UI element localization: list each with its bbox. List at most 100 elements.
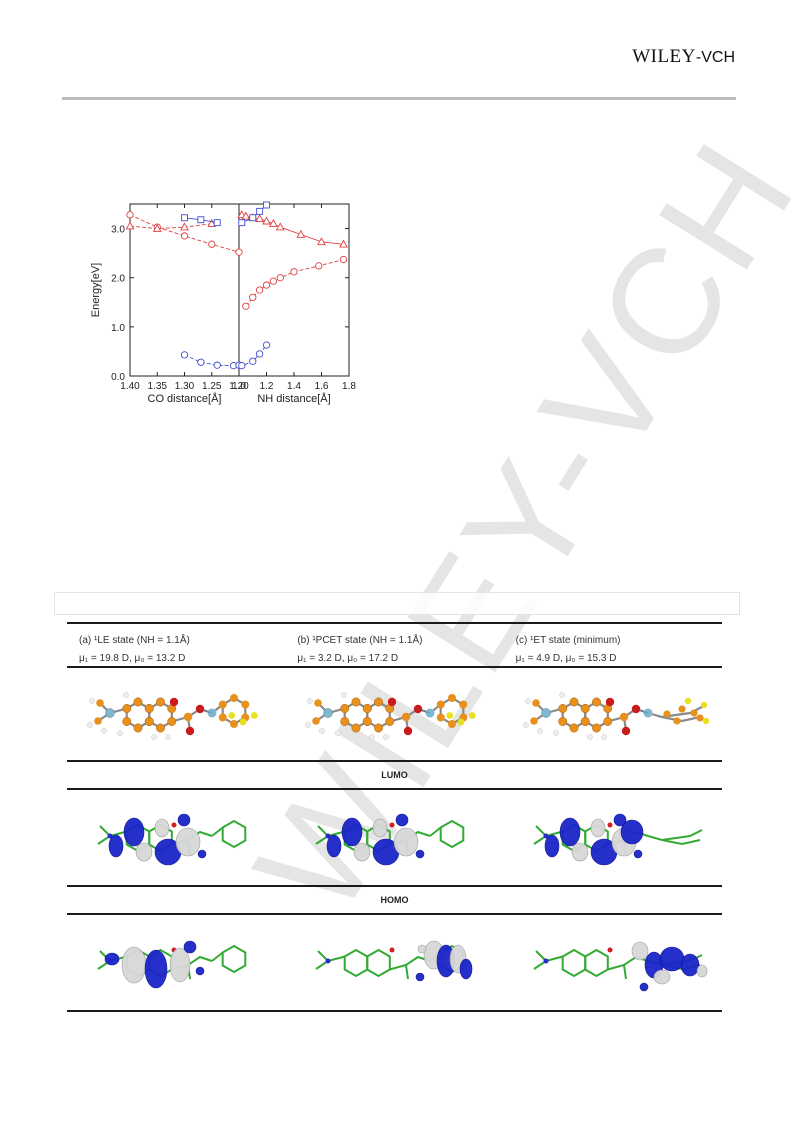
carbon-atom — [144, 717, 154, 726]
table-rule — [67, 666, 722, 668]
amine-bond — [317, 949, 346, 962]
carbon-atom — [230, 694, 238, 702]
co-panel-series-3-line — [184, 354, 234, 367]
nh-panel-point — [241, 211, 251, 220]
y-tick-label: 0.0 — [111, 372, 125, 383]
co-panel-point — [213, 219, 221, 227]
orbital-lobe — [613, 813, 627, 826]
carbon-atom — [459, 700, 468, 709]
caption-box — [54, 592, 740, 615]
carbon-atom — [340, 717, 350, 726]
carbon-atom — [122, 717, 132, 726]
x-tick-label: 1.8 — [342, 381, 356, 392]
nh-panel-point — [262, 281, 271, 289]
hydrogen-atom — [89, 698, 95, 704]
orbital-lobe — [372, 818, 388, 837]
hbond-line — [199, 708, 213, 714]
chain-bond — [389, 955, 431, 970]
carbon-atom — [448, 694, 456, 702]
lumo-a — [67, 790, 285, 885]
orbital-lobe — [590, 818, 606, 837]
state-header-row: (a) ¹LE state (NH = 1.1Å) μ₁ = 19.8 D, μ… — [67, 624, 722, 666]
co-panel-point — [181, 214, 188, 222]
carbon-atom — [144, 704, 154, 713]
nh-panel-point — [339, 239, 348, 248]
orbital-lobe — [620, 819, 644, 844]
carbon-atom — [401, 712, 411, 722]
fluorine-atom — [228, 712, 236, 719]
hydrogen-atom — [369, 734, 375, 740]
orbital-lobe — [154, 818, 170, 837]
x-tick-label: 1.2 — [260, 381, 274, 392]
hydrogen-atom — [87, 722, 93, 728]
nh-panel-point — [317, 237, 326, 246]
carbon-atom — [156, 697, 165, 707]
co-panel-point — [197, 358, 205, 366]
hbond-line — [417, 708, 431, 714]
carbon-atom — [448, 720, 456, 728]
carbon-atom — [532, 699, 540, 707]
molecule-skeleton — [523, 692, 710, 740]
fluorine-atom — [700, 701, 708, 709]
orbital-lobe — [353, 842, 371, 861]
homo-c — [503, 915, 721, 1010]
orbital-lobe — [659, 946, 685, 971]
hydrogen-atom — [117, 730, 123, 736]
fluorine-atom — [457, 718, 465, 726]
ring-bond — [366, 948, 391, 977]
table-rule — [67, 788, 722, 790]
ring-bond — [221, 819, 247, 848]
oxygen-atom — [169, 697, 179, 707]
orbital-lobe — [195, 966, 205, 975]
carbon-atom — [94, 717, 102, 725]
co-panel-point — [126, 211, 134, 219]
state-c-header: (c) ¹ET state (minimum) μ₁ = 4.9 D, μ₀ =… — [504, 632, 722, 666]
hydrogen-atom — [305, 722, 311, 728]
orbital-lobe — [639, 982, 649, 991]
carbon-atom — [230, 720, 238, 728]
nh-panel-point — [269, 218, 278, 227]
co-panel-series-1-line — [129, 223, 212, 230]
carbon-atom — [592, 723, 601, 733]
hydrogen-atom — [383, 734, 389, 740]
co-panel-point — [207, 218, 217, 227]
carbon-atom — [580, 717, 590, 726]
carbonyl-bond — [623, 964, 627, 979]
amine-bond — [535, 824, 564, 837]
hydrogen-atom — [307, 698, 313, 704]
hydrogen-atom — [123, 692, 129, 698]
orbital-lobe — [108, 834, 124, 857]
nitrogen-atom — [543, 958, 549, 963]
x-axis-label-nh: NH distance[Å] — [257, 392, 330, 405]
orbital-figure-table: (a) ¹LE state (NH = 1.1Å) μ₁ = 19.8 D, μ… — [67, 622, 722, 1012]
orbital-lobe — [123, 817, 145, 846]
oxygen-atom — [387, 697, 397, 707]
carbon-atom — [218, 700, 227, 709]
ring-bond — [584, 948, 609, 977]
carbon-atom — [122, 704, 132, 713]
table-rule — [67, 760, 722, 762]
orbital-lobe — [144, 949, 168, 988]
carbon-atom — [183, 712, 193, 722]
hydrogen-atom — [537, 728, 543, 734]
orbital-lobe — [169, 947, 191, 982]
nh-panel-point — [249, 214, 257, 222]
x-tick-label: 1.40 — [120, 381, 140, 392]
nitrogen-atom — [105, 708, 115, 718]
nitrogen-atom — [541, 708, 551, 718]
ring-bond — [343, 948, 369, 977]
orbital-lobe — [326, 834, 342, 857]
orbital-lobe — [177, 813, 191, 826]
oxygen-atom — [389, 947, 395, 952]
hbond-line — [635, 708, 649, 714]
table-rule — [67, 913, 722, 915]
state-b-dipole: μ₁ = 3.2 D, μ₀ = 17.2 D — [297, 653, 399, 664]
chain-bond — [211, 826, 224, 837]
carbon-atom — [96, 699, 104, 707]
nh-panel-point — [238, 362, 246, 370]
ring-bond — [221, 944, 247, 973]
homo-row — [67, 915, 722, 1010]
carbon-atom — [603, 717, 613, 726]
lumo-b — [285, 790, 503, 885]
nitrogen-atom — [325, 958, 331, 963]
